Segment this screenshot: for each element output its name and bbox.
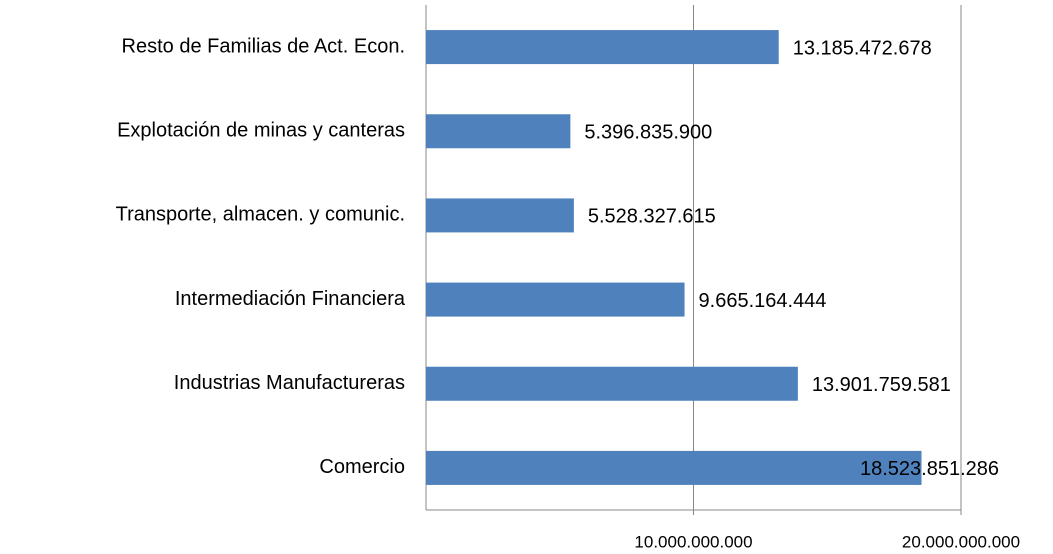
value-label: 5.396.835.900 xyxy=(584,122,712,144)
bar xyxy=(426,450,922,485)
x-tick-label: 10.000.000.000 xyxy=(634,532,752,551)
category-label: Explotación de minas y canteras xyxy=(117,120,405,142)
bar xyxy=(426,366,798,401)
bar xyxy=(426,114,571,149)
labels: 10.000.000.000 20.000.000.000 Resto de Fam… xyxy=(116,35,1020,551)
category-label: Transporte, almacen. y comunic. xyxy=(116,204,405,226)
value-label: 5.528.327.615 xyxy=(588,206,716,228)
x-tick-label: 20.000.000.000 xyxy=(902,532,1020,551)
value-label: 13.185.472.678 xyxy=(793,37,932,59)
bar xyxy=(426,198,574,233)
value-label: 13.901.759.581 xyxy=(812,374,951,396)
category-label: Resto de Familias de Act. Econ. xyxy=(122,35,405,57)
bar xyxy=(426,30,779,65)
category-label: Industrias Manufactureras xyxy=(174,372,405,394)
bar xyxy=(426,282,685,317)
bars xyxy=(426,30,922,485)
value-label: 9.665.164.444 xyxy=(699,290,827,312)
category-label: Intermediación Financiera xyxy=(175,288,406,310)
grid xyxy=(425,5,962,515)
value-label: 18.523.851.286 xyxy=(860,458,999,480)
category-label: Comercio xyxy=(319,456,405,478)
